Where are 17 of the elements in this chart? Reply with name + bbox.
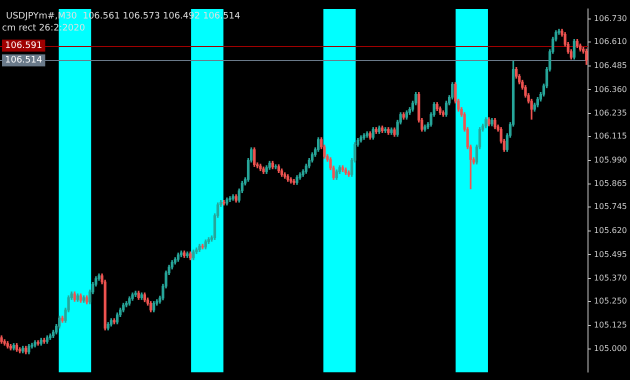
y-tick-label: 106.360: [594, 84, 628, 94]
ref-line-label: 106.591: [5, 40, 42, 51]
y-tick-label: 105.865: [594, 179, 628, 188]
y-tick-label: 105.620: [594, 226, 628, 235]
y-tick-label: 106.610: [594, 37, 628, 46]
y-tick-label: 105.000: [594, 344, 628, 354]
y-tick-label: 106.485: [594, 60, 628, 70]
y-tick-label: 105.250: [594, 296, 628, 306]
y-tick-label: 106.235: [594, 108, 628, 118]
y-tick-label: 105.370: [594, 274, 628, 283]
ref-line-label: 106.514: [5, 56, 42, 66]
y-tick-label: 105.990: [594, 155, 628, 164]
y-tick-label: 105.125: [594, 320, 628, 330]
y-tick-label: 105.745: [594, 202, 628, 212]
y-tick-label: 105.495: [594, 250, 628, 259]
y-tick-label: 106.730: [594, 14, 628, 24]
y-tick-label: 106.115: [594, 132, 628, 141]
